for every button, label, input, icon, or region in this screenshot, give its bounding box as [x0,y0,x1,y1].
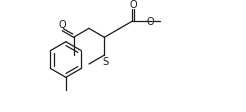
Text: O: O [129,0,137,9]
Text: S: S [102,56,108,66]
Text: O: O [58,20,66,30]
Text: O: O [147,17,154,27]
